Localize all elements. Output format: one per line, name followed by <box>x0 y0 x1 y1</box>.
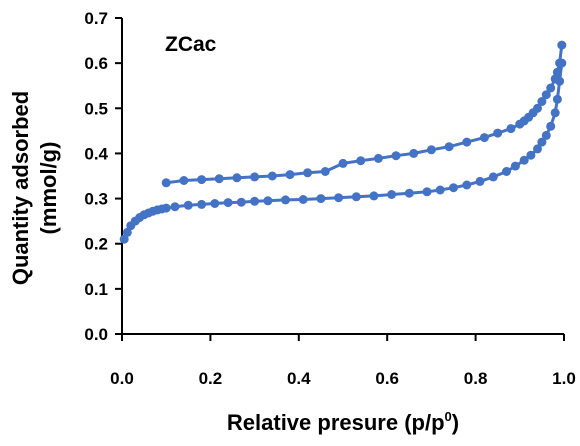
data-point <box>555 58 565 68</box>
data-point <box>546 83 556 93</box>
x-axis-title-superscript: 0 <box>445 409 452 424</box>
data-point <box>267 171 277 181</box>
data-point <box>550 108 560 118</box>
data-point <box>232 173 242 183</box>
data-point <box>515 119 525 129</box>
data-point <box>537 97 547 106</box>
data-point <box>541 130 551 140</box>
data-point <box>373 153 383 163</box>
data-point <box>409 148 419 158</box>
data-point <box>391 151 401 161</box>
data-point <box>537 137 547 147</box>
y-axis-title-line2: (mmol/g) <box>36 142 61 235</box>
data-point <box>197 175 207 185</box>
data-point <box>541 90 551 100</box>
data-point <box>533 144 542 154</box>
y-tick-label: 0.1 <box>84 280 108 299</box>
y-tick-label: 0.2 <box>84 235 108 254</box>
y-tick-label: 0.0 <box>84 325 108 344</box>
data-point <box>557 40 567 50</box>
data-point <box>444 142 454 152</box>
data-point <box>183 200 193 210</box>
data-point <box>119 234 129 244</box>
data-point <box>281 195 290 205</box>
data-point <box>519 155 529 165</box>
data-point <box>493 128 503 138</box>
y-axis-title-line1: Quantity adsorbed <box>8 91 33 285</box>
y-tick-label: 0.7 <box>84 9 108 28</box>
data-point <box>338 158 348 168</box>
data-point <box>369 191 379 201</box>
data-point <box>510 161 520 171</box>
series-line-1 <box>122 62 564 240</box>
data-point <box>552 94 562 104</box>
data-point <box>404 188 414 198</box>
axes <box>121 18 564 335</box>
y-tick-label: 0.5 <box>84 99 108 118</box>
data-point <box>214 174 224 184</box>
data-point <box>122 227 132 237</box>
data-point <box>320 167 330 176</box>
data-point <box>526 150 536 160</box>
data-point <box>502 167 511 176</box>
x-axis-title-close: ) <box>452 410 459 435</box>
data-point <box>161 178 171 188</box>
x-tick-label: 0.8 <box>464 369 488 388</box>
data-point <box>303 168 313 178</box>
panel-label: ZCac <box>165 33 217 56</box>
data-point <box>462 137 472 147</box>
data-point <box>550 74 560 84</box>
x-tick-label: 0.0 <box>110 369 134 388</box>
data-point <box>250 172 260 182</box>
data-point <box>387 190 397 199</box>
data-point <box>356 156 366 166</box>
x-tick-label: 0.2 <box>199 369 223 388</box>
data-point <box>506 124 516 134</box>
data-point <box>263 196 273 206</box>
x-axis-title-main: Relative presure (p/p <box>227 410 445 435</box>
data-point <box>179 176 189 185</box>
data-point <box>316 194 326 204</box>
data-point <box>422 187 432 197</box>
data-point <box>334 193 344 203</box>
ticks: 0.0 0.2 0.4 0.6 0.8 1.0 0.0 0.1 0.2 0.3 0.4 0.5 0.6 0… <box>84 9 575 388</box>
data-point <box>475 176 485 186</box>
x-tick-label: 1.0 <box>552 369 576 388</box>
data-point <box>298 195 308 204</box>
data-point <box>210 199 220 208</box>
data-point <box>161 203 171 213</box>
data-point <box>250 196 260 206</box>
series-layer <box>119 40 567 244</box>
data-point <box>223 198 233 208</box>
x-tick-label: 0.6 <box>375 369 399 388</box>
data-point <box>236 197 246 207</box>
x-tick-label: 0.4 <box>287 369 311 388</box>
data-point <box>170 202 180 212</box>
data-point <box>285 170 295 180</box>
x-axis-title: Relative presure (p/p0) <box>227 409 459 435</box>
y-tick-label: 0.3 <box>84 190 108 209</box>
data-point <box>546 121 556 131</box>
data-point <box>488 172 498 182</box>
y-tick-label: 0.6 <box>84 54 108 73</box>
data-point <box>351 192 361 202</box>
data-point <box>479 133 489 143</box>
data-point <box>197 199 207 209</box>
y-tick-label: 0.4 <box>84 144 108 163</box>
data-point <box>449 183 458 193</box>
data-point <box>462 180 472 190</box>
data-point <box>426 145 436 155</box>
data-point <box>435 185 445 195</box>
